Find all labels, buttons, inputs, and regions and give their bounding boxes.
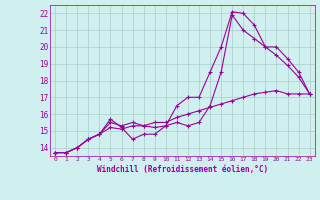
X-axis label: Windchill (Refroidissement éolien,°C): Windchill (Refroidissement éolien,°C) xyxy=(97,165,268,174)
